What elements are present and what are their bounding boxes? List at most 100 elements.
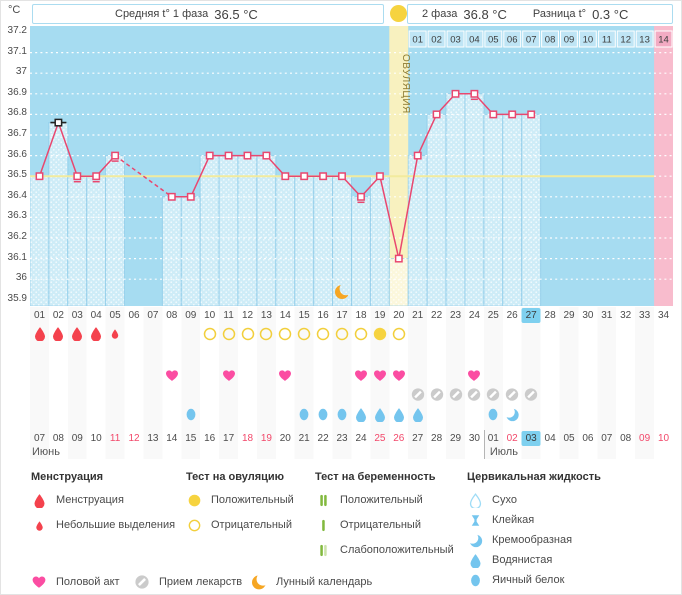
cycle-day-24[interactable]: 24 xyxy=(468,310,480,321)
calendar-date-01[interactable]: 01 xyxy=(487,433,499,444)
cycle-day-29[interactable]: 29 xyxy=(563,310,575,321)
cycle-day-19[interactable]: 19 xyxy=(374,310,386,321)
intercourse-heart-icon[interactable] xyxy=(391,368,406,383)
medication-pill-icon[interactable] xyxy=(410,387,425,402)
calendar-date-17[interactable]: 17 xyxy=(223,433,235,444)
cervical-fluid-watery-icon[interactable] xyxy=(410,407,425,423)
calendar-date-13[interactable]: 13 xyxy=(147,433,159,444)
medication-pill-icon[interactable] xyxy=(429,387,444,402)
cycle-day-14[interactable]: 14 xyxy=(279,310,291,321)
calendar-date-16[interactable]: 16 xyxy=(204,433,216,444)
calendar-date-27[interactable]: 27 xyxy=(412,433,424,444)
ovulation-test-icon[interactable] xyxy=(334,326,350,342)
cycle-day-27[interactable]: 27 xyxy=(521,308,541,323)
calendar-date-15[interactable]: 15 xyxy=(185,433,197,444)
intercourse-heart-icon[interactable] xyxy=(354,368,369,383)
ovulation-test-icon[interactable] xyxy=(315,326,331,342)
medication-pill-icon[interactable] xyxy=(467,387,482,402)
calendar-date-25[interactable]: 25 xyxy=(374,433,386,444)
ovulation-test-icon[interactable] xyxy=(277,326,293,342)
cervical-fluid-watery-icon[interactable] xyxy=(354,407,369,423)
cycle-day-28[interactable]: 28 xyxy=(544,310,556,321)
cervical-fluid-eggwhite-icon[interactable] xyxy=(297,407,312,422)
calendar-date-23[interactable]: 23 xyxy=(336,433,348,444)
calendar-date-30[interactable]: 30 xyxy=(468,433,480,444)
cycle-day-33[interactable]: 33 xyxy=(639,310,651,321)
calendar-date-11[interactable]: 11 xyxy=(109,433,121,444)
cycle-day-25[interactable]: 25 xyxy=(487,310,499,321)
cervical-fluid-creamy-icon[interactable] xyxy=(505,407,520,422)
calendar-date-03[interactable]: 03 xyxy=(521,431,541,446)
intercourse-heart-icon[interactable] xyxy=(372,368,387,383)
ovulation-test-icon[interactable] xyxy=(296,326,312,342)
cervical-fluid-watery-icon[interactable] xyxy=(372,407,387,423)
cycle-day-17[interactable]: 17 xyxy=(336,310,348,321)
cycle-day-20[interactable]: 20 xyxy=(393,310,405,321)
cycle-day-30[interactable]: 30 xyxy=(582,310,594,321)
calendar-date-06[interactable]: 06 xyxy=(582,433,594,444)
cycle-day-10[interactable]: 10 xyxy=(204,310,216,321)
calendar-date-04[interactable]: 04 xyxy=(544,433,556,444)
calendar-date-19[interactable]: 19 xyxy=(260,433,272,444)
cycle-day-26[interactable]: 26 xyxy=(506,310,518,321)
menstruation-icon[interactable] xyxy=(108,326,123,341)
cycle-day-15[interactable]: 15 xyxy=(298,310,310,321)
calendar-date-12[interactable]: 12 xyxy=(128,433,140,444)
cycle-day-07[interactable]: 07 xyxy=(147,310,159,321)
cycle-day-11[interactable]: 11 xyxy=(223,310,234,321)
cervical-fluid-eggwhite-icon[interactable] xyxy=(486,407,501,422)
calendar-date-09[interactable]: 09 xyxy=(71,433,83,444)
ovulation-test-icon[interactable] xyxy=(391,326,407,342)
medication-pill-icon[interactable] xyxy=(505,387,520,402)
intercourse-heart-icon[interactable] xyxy=(467,368,482,383)
intercourse-heart-icon[interactable] xyxy=(221,368,236,383)
ovulation-test-icon[interactable] xyxy=(353,326,369,342)
menstruation-icon[interactable] xyxy=(51,326,66,342)
calendar-date-18[interactable]: 18 xyxy=(241,433,254,444)
cycle-day-18[interactable]: 18 xyxy=(355,310,367,321)
calendar-date-26[interactable]: 26 xyxy=(393,433,405,444)
medication-pill-icon[interactable] xyxy=(524,387,539,402)
ovulation-test-icon[interactable] xyxy=(258,326,274,342)
cycle-day-05[interactable]: 05 xyxy=(109,310,121,321)
cycle-day-09[interactable]: 09 xyxy=(185,310,197,321)
calendar-date-24[interactable]: 24 xyxy=(355,433,367,444)
ovulation-test-icon[interactable] xyxy=(240,326,256,342)
cycle-day-12[interactable]: 12 xyxy=(241,310,254,321)
cycle-day-01[interactable]: 01 xyxy=(33,310,46,321)
calendar-date-10[interactable]: 10 xyxy=(90,433,102,444)
calendar-date-05[interactable]: 05 xyxy=(563,433,575,444)
calendar-date-28[interactable]: 28 xyxy=(431,433,443,444)
calendar-date-08[interactable]: 08 xyxy=(52,433,64,444)
cycle-day-03[interactable]: 03 xyxy=(71,310,83,321)
cycle-day-31[interactable]: 31 xyxy=(601,310,613,321)
menstruation-icon[interactable] xyxy=(89,326,104,342)
calendar-date-21[interactable]: 21 xyxy=(298,433,310,444)
cervical-fluid-eggwhite-icon[interactable] xyxy=(316,407,331,422)
temperature-chart[interactable]: 01 02 03 04 05 06 07 08 09 10 11 12 13 14 ОВУЛЯЦИЯ xyxy=(29,26,673,307)
cervical-fluid-eggwhite-icon[interactable] xyxy=(183,407,198,422)
cycle-day-23[interactable]: 23 xyxy=(449,310,462,321)
intercourse-heart-icon[interactable] xyxy=(278,368,293,383)
ovulation-test-icon[interactable] xyxy=(221,326,237,342)
calendar-date-14[interactable]: 14 xyxy=(166,433,178,444)
medication-pill-icon[interactable] xyxy=(448,387,463,402)
calendar-date-02[interactable]: 02 xyxy=(506,433,518,444)
cervical-fluid-watery-icon[interactable] xyxy=(391,407,406,423)
intercourse-heart-icon[interactable] xyxy=(164,368,179,383)
menstruation-icon[interactable] xyxy=(70,326,85,342)
cycle-day-08[interactable]: 08 xyxy=(166,310,178,321)
calendar-date-10[interactable]: 10 xyxy=(657,433,670,444)
calendar-date-09[interactable]: 09 xyxy=(639,433,651,444)
ovulation-test-icon[interactable] xyxy=(202,326,218,342)
cycle-day-04[interactable]: 04 xyxy=(90,310,102,321)
cervical-fluid-eggwhite-icon[interactable] xyxy=(335,407,350,422)
calendar-date-07[interactable]: 07 xyxy=(33,433,46,444)
cycle-day-32[interactable]: 32 xyxy=(620,310,632,321)
medication-pill-icon[interactable] xyxy=(486,387,501,402)
calendar-date-07[interactable]: 07 xyxy=(601,433,613,444)
cycle-day-06[interactable]: 06 xyxy=(128,310,140,321)
cycle-day-22[interactable]: 22 xyxy=(431,310,443,321)
calendar-date-29[interactable]: 29 xyxy=(449,433,462,444)
calendar-date-22[interactable]: 22 xyxy=(317,433,329,444)
